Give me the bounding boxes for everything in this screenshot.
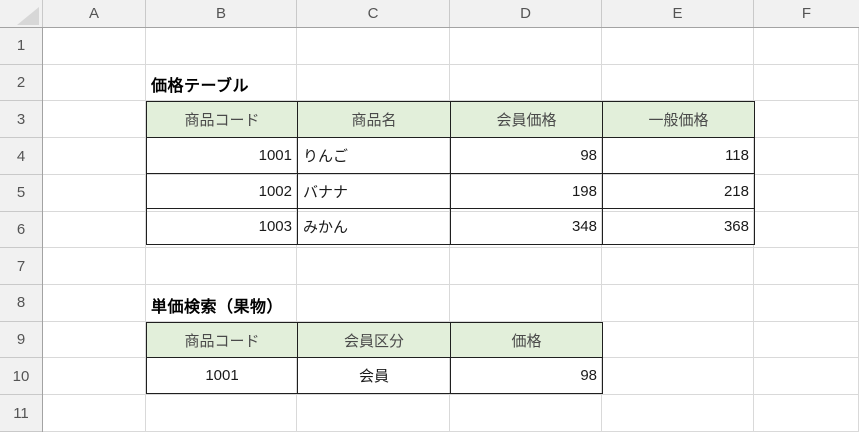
- cell-lookup-price[interactable]: 98: [450, 357, 603, 395]
- grid-cell[interactable]: [43, 28, 146, 65]
- table-row: 1001 りんご 98 118: [146, 137, 755, 174]
- header-cell-price[interactable]: 価格: [450, 321, 603, 359]
- grid-cell[interactable]: [297, 285, 450, 322]
- select-all-corner[interactable]: [0, 0, 43, 27]
- row-header-4[interactable]: 4: [0, 138, 42, 175]
- header-cell-product-code[interactable]: 商品コード: [146, 101, 298, 139]
- row-header-strip: 1 2 3 4 5 6 7 8 9 10 11: [0, 28, 43, 432]
- row-header-2[interactable]: 2: [0, 65, 42, 102]
- grid-cell[interactable]: [754, 248, 859, 286]
- grid-cell[interactable]: [146, 248, 297, 286]
- grid-cell[interactable]: [602, 358, 754, 396]
- row-header-6[interactable]: 6: [0, 212, 42, 249]
- lookup-table-title[interactable]: 単価検索（果物）: [151, 298, 284, 316]
- grid-cell[interactable]: [602, 395, 754, 432]
- column-header-e[interactable]: E: [602, 0, 754, 27]
- grid-cell[interactable]: [754, 64, 859, 102]
- header-cell-member-type[interactable]: 会員区分: [297, 321, 451, 359]
- grid-cell[interactable]: [43, 211, 146, 249]
- grid-cell[interactable]: [43, 64, 146, 102]
- grid-cell[interactable]: [43, 248, 146, 286]
- grid-cell[interactable]: [754, 321, 859, 359]
- cell-regular-price[interactable]: 368: [602, 208, 755, 246]
- column-header-c[interactable]: C: [297, 0, 450, 27]
- grid-cell[interactable]: [754, 395, 859, 432]
- cell-member-price[interactable]: 348: [450, 208, 603, 246]
- grid-cell[interactable]: [450, 248, 602, 286]
- row-header-3[interactable]: 3: [0, 101, 42, 139]
- grid-cell[interactable]: [146, 28, 297, 65]
- row-header-10[interactable]: 10: [0, 358, 42, 396]
- cell-regular-price[interactable]: 218: [602, 172, 755, 210]
- grid-cell[interactable]: [754, 28, 859, 65]
- cell-product-name[interactable]: みかん: [297, 208, 451, 246]
- cell-product-code[interactable]: 1003: [146, 208, 298, 246]
- grid-cell[interactable]: [297, 28, 450, 65]
- price-table: 商品コード 商品名 会員価格 一般価格 1001 りんご 98 118 1002…: [146, 101, 755, 246]
- row-header-7[interactable]: 7: [0, 248, 42, 286]
- grid-cell[interactable]: [297, 64, 450, 102]
- cell-regular-price[interactable]: 118: [602, 137, 755, 174]
- cell-member-price[interactable]: 98: [450, 137, 603, 174]
- grid-cell[interactable]: [43, 285, 146, 322]
- row-header-11[interactable]: 11: [0, 395, 42, 432]
- cell-product-code[interactable]: 1002: [146, 172, 298, 210]
- cell-member-price[interactable]: 198: [450, 172, 603, 210]
- grid-cell[interactable]: [450, 28, 602, 65]
- grid-cell[interactable]: [450, 285, 602, 322]
- column-header-d[interactable]: D: [450, 0, 602, 27]
- row-header-5[interactable]: 5: [0, 175, 42, 212]
- column-header-b[interactable]: B: [146, 0, 297, 27]
- header-cell-product-code[interactable]: 商品コード: [146, 321, 298, 359]
- price-table-title[interactable]: 価格テーブル: [151, 78, 250, 96]
- cell-product-name[interactable]: りんご: [297, 137, 451, 174]
- select-all-triangle-icon: [17, 7, 39, 25]
- column-header-f[interactable]: F: [801, 5, 812, 22]
- price-table-header-row: 商品コード 商品名 会員価格 一般価格: [146, 101, 755, 139]
- cell-lookup-code[interactable]: 1001: [146, 357, 298, 395]
- header-cell-product-name[interactable]: 商品名: [297, 101, 451, 139]
- cell-member-type[interactable]: 会員: [297, 357, 451, 395]
- row-header-8[interactable]: 8: [0, 285, 42, 322]
- grid-cell[interactable]: [146, 285, 297, 322]
- cell-product-name[interactable]: バナナ: [297, 172, 451, 210]
- cell-product-code[interactable]: 1001: [146, 137, 298, 174]
- grid-cell[interactable]: [43, 101, 146, 139]
- row-header-1[interactable]: 1: [0, 28, 42, 65]
- grid-cell[interactable]: [43, 358, 146, 396]
- grid-cell[interactable]: [43, 395, 146, 432]
- grid-cell[interactable]: [602, 285, 754, 322]
- row-header-9[interactable]: 9: [0, 322, 42, 359]
- table-row: 1001 会員 98: [146, 357, 603, 395]
- grid-cell[interactable]: [297, 395, 450, 432]
- header-cell-member-price[interactable]: 会員価格: [450, 101, 603, 139]
- column-header-strip: A B C D E F: [0, 0, 859, 28]
- grid-cell[interactable]: [43, 174, 146, 212]
- table-row: 1003 みかん 348 368: [146, 208, 755, 246]
- grid-cell[interactable]: [146, 64, 297, 102]
- lookup-table: 商品コード 会員区分 価格 1001 会員 98: [146, 321, 603, 395]
- grid-cell[interactable]: [450, 64, 602, 102]
- grid-cell[interactable]: [450, 395, 602, 432]
- grid-cell[interactable]: [754, 138, 859, 175]
- grid-cell[interactable]: [602, 248, 754, 286]
- grid-cell[interactable]: [43, 321, 146, 359]
- grid-cell[interactable]: [754, 211, 859, 249]
- grid-cell[interactable]: [754, 101, 859, 139]
- grid-cell[interactable]: [43, 138, 146, 175]
- table-row: 1002 バナナ 198 218: [146, 172, 755, 210]
- header-cell-regular-price[interactable]: 一般価格: [602, 101, 755, 139]
- lookup-table-header-row: 商品コード 会員区分 価格: [146, 321, 603, 359]
- grid-cell[interactable]: [602, 321, 754, 359]
- grid-cell[interactable]: [146, 395, 297, 432]
- grid-cell[interactable]: [602, 28, 754, 65]
- grid-cell[interactable]: [754, 285, 859, 322]
- grid-cell[interactable]: [754, 358, 859, 396]
- grid-cell[interactable]: [602, 64, 754, 102]
- grid-cell[interactable]: [297, 248, 450, 286]
- grid-cell[interactable]: [754, 174, 859, 212]
- column-header-a[interactable]: A: [43, 0, 146, 27]
